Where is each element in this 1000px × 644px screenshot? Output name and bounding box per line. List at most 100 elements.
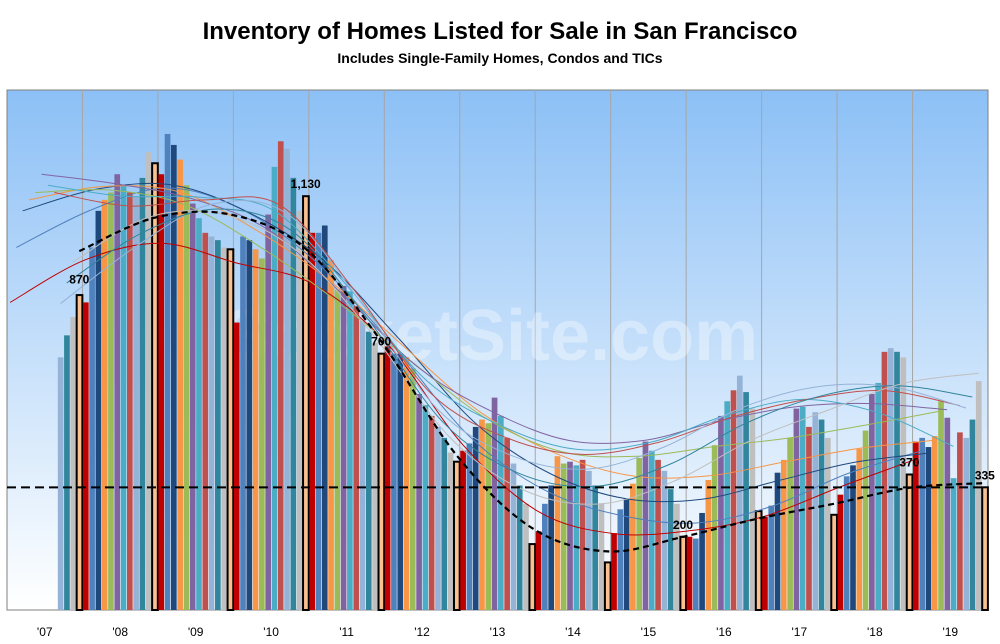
month-bar — [648, 450, 655, 610]
month-bar — [944, 417, 951, 610]
month-bar — [762, 516, 768, 610]
data-labels: 870 1,130 700 200 370 335 — [69, 177, 995, 532]
month-bar — [938, 401, 944, 610]
month-bar — [749, 408, 756, 610]
data-label: 870 — [69, 272, 89, 286]
month-trend-line — [66, 208, 973, 488]
month-bar — [592, 485, 599, 610]
month-bar — [479, 419, 485, 610]
month-bar — [950, 478, 957, 610]
december-bar — [452, 460, 461, 612]
month-bar — [328, 260, 334, 610]
month-trend-line — [60, 199, 967, 470]
data-label: 335 — [975, 468, 995, 482]
plot-area — [6, 89, 989, 611]
month-bar — [466, 443, 473, 610]
month-bar — [768, 505, 775, 610]
month-bar — [183, 185, 190, 610]
december-bar — [75, 294, 84, 611]
month-bar — [196, 218, 202, 611]
month-bar — [139, 177, 146, 610]
month-bar — [64, 335, 70, 610]
month-bar — [409, 368, 416, 610]
december-bar — [830, 513, 838, 612]
month-bar — [435, 426, 441, 610]
month-bar — [825, 437, 831, 610]
x-tick-label: '08 — [112, 625, 128, 639]
month-bar — [881, 351, 888, 610]
month-bar — [189, 203, 196, 611]
chart-title: Inventory of Homes Listed for Sale in Sa… — [202, 18, 798, 45]
december-bar — [302, 195, 310, 612]
month-trend-line — [41, 173, 948, 444]
month-trend-line — [72, 210, 979, 505]
month-bar — [598, 503, 605, 610]
month-bar — [108, 192, 114, 610]
month-bar — [535, 531, 542, 610]
x-tick-label: '11 — [339, 625, 354, 639]
month-bar — [856, 448, 863, 610]
x-tick-label: '16 — [716, 625, 732, 639]
month-bar — [799, 406, 806, 610]
month-bar — [177, 159, 183, 611]
month-bar — [89, 247, 95, 610]
december-bar — [981, 486, 989, 611]
x-tick-label: '17 — [792, 625, 808, 639]
x-tick-label: '09 — [188, 625, 204, 639]
month-bar — [806, 426, 812, 610]
month-bar — [705, 480, 712, 610]
month-bar — [158, 174, 165, 611]
month-bar — [472, 426, 479, 610]
month-bar — [120, 185, 127, 610]
data-label: 700 — [371, 335, 391, 349]
month-bar — [736, 375, 743, 610]
month-bar — [70, 317, 77, 610]
x-tick-label: '13 — [490, 625, 506, 639]
month-bar — [95, 210, 102, 610]
month-bar — [321, 225, 328, 610]
month-bar — [221, 247, 227, 610]
x-tick-label: '12 — [414, 625, 430, 639]
x-tick-label: '10 — [263, 625, 279, 639]
month-bar — [240, 236, 246, 610]
month-bar — [843, 476, 850, 610]
month-bar — [586, 470, 592, 610]
month-bar — [919, 437, 926, 610]
december-bar — [905, 473, 914, 611]
month-bar — [850, 465, 856, 610]
month-bar — [523, 503, 529, 610]
month-bar — [692, 538, 699, 610]
x-tick-label: '19 — [942, 625, 958, 639]
december-bar — [679, 535, 688, 611]
month-bar — [391, 353, 397, 610]
x-tick-label: '14 — [565, 625, 581, 639]
month-bar — [969, 419, 976, 610]
month-bar — [699, 512, 705, 610]
month-trend-line — [47, 184, 954, 451]
month-bar — [793, 408, 800, 610]
month-bar — [416, 393, 422, 610]
month-bar — [365, 331, 372, 610]
month-bar — [397, 353, 404, 610]
month-bar — [57, 357, 64, 610]
month-bar — [661, 470, 668, 610]
month-bar — [875, 382, 881, 610]
month-bar — [837, 494, 844, 610]
month-bar — [296, 210, 303, 610]
month-bar — [82, 302, 89, 610]
month-bar — [441, 437, 448, 610]
month-bar — [718, 415, 724, 610]
month-bar — [617, 509, 624, 610]
month-bar — [403, 357, 410, 610]
month-bar — [567, 461, 573, 610]
month-bar — [334, 289, 341, 610]
x-tick-label: '07 — [37, 625, 53, 639]
month-bar — [636, 458, 643, 610]
trend-lines — [9, 173, 985, 553]
month-bar — [724, 401, 731, 610]
december-bar — [603, 561, 612, 611]
month-bar — [862, 430, 869, 610]
month-bar — [309, 232, 316, 610]
month-bar — [290, 177, 297, 610]
month-trend-line — [16, 187, 923, 524]
